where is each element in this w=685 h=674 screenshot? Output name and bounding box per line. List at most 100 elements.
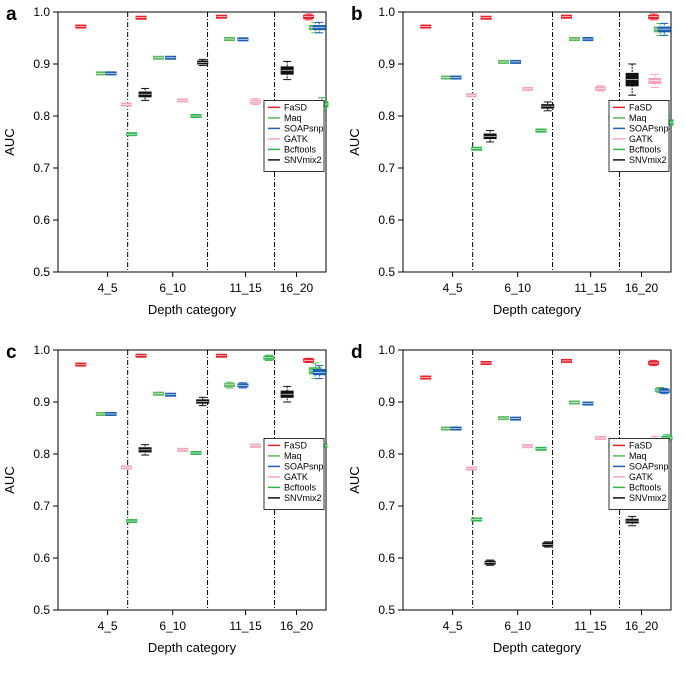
box-soapsnp-4_5	[105, 71, 117, 76]
box-soapsnp-11_15	[582, 36, 594, 42]
y-axis-title: AUC	[2, 466, 17, 493]
x-axis-title: Depth category	[148, 302, 237, 317]
box-soapsnp-6_10	[510, 59, 522, 64]
box-maq-11_15	[569, 400, 581, 405]
box-gatk-4_5	[465, 93, 477, 98]
y-tick-label: 0.6	[33, 551, 50, 565]
legend-label: SNVmix2	[629, 155, 667, 165]
box-soapsnp-4_5	[450, 426, 462, 431]
box-soapsnp-6_10	[510, 416, 522, 421]
y-axis: 0.5 0.6 0.7 0.8 0.9 1.0	[378, 343, 403, 617]
box-gatk-6_10	[177, 98, 189, 103]
box-snvmix2-4_5	[483, 130, 497, 143]
box-soapsnp-4_5	[450, 75, 462, 80]
legend-label: Bcftools	[629, 482, 662, 492]
box-gatk-11_15	[250, 443, 262, 448]
panel-label: d	[351, 342, 363, 363]
y-tick-label: 0.6	[33, 213, 50, 227]
box-snvmix2-6_10	[542, 541, 554, 548]
plot-frame	[57, 349, 327, 611]
box-soapsnp-16_20	[312, 21, 326, 34]
box-snvmix2-11_15	[625, 63, 639, 96]
y-axis: 0.5 0.6 0.7 0.8 0.9 1.0	[33, 343, 58, 617]
box-series	[420, 13, 674, 151]
box-soapsnp-16_20	[312, 365, 326, 380]
box-fasd-11_15	[560, 358, 572, 363]
y-tick-label: 0.5	[33, 265, 50, 279]
box-soapsnp-4_5	[105, 411, 117, 416]
box-gatk-6_10	[522, 444, 534, 449]
panel-label: c	[6, 342, 17, 363]
box-bcftools-6_10	[190, 450, 202, 455]
box-fasd-16_20	[648, 13, 660, 21]
y-tick-label: 0.5	[33, 603, 50, 617]
y-tick-label: 0.8	[378, 109, 395, 123]
box-snvmix2-11_15	[280, 60, 294, 81]
box-bcftools-4_5	[126, 519, 138, 524]
y-tick-label: 1.0	[378, 343, 395, 357]
box-fasd-6_10	[480, 15, 492, 20]
legend-label: SNVmix2	[629, 493, 667, 503]
x-tick-label: 6_10	[159, 619, 186, 633]
box-fasd-4_5	[420, 375, 432, 380]
box-soapsnp-11_15	[237, 382, 249, 389]
box-bcftools-6_10	[535, 446, 547, 451]
panel-label: a	[6, 4, 17, 25]
legend-label: GATK	[284, 134, 308, 144]
box-fasd-16_20	[303, 357, 315, 363]
plot-frame	[57, 11, 327, 273]
box-fasd-4_5	[420, 24, 432, 29]
x-tick-label: 4_5	[443, 281, 463, 295]
box-fasd-11_15	[560, 14, 572, 19]
x-tick-label: 11_15	[574, 281, 607, 295]
box-fasd-4_5	[75, 362, 87, 367]
chart-panel-a: a 0.5 0.6 0.7 0.8 0.9 1.0 AUC 4_5 6_10 11_15 16_20 D…	[2, 4, 329, 317]
x-axis: 4_5 6_10 11_15 16_20	[443, 610, 659, 633]
box-snvmix2-6_10	[196, 396, 210, 407]
panel-label: b	[351, 4, 363, 25]
box-gatk-11_15	[595, 85, 607, 92]
box-gatk-6_10	[522, 86, 534, 91]
box-gatk-4_5	[120, 465, 132, 470]
box-bcftools-6_10	[535, 128, 547, 133]
box-snvmix2-6_10	[541, 101, 555, 112]
y-tick-label: 1.0	[378, 5, 395, 19]
legend-label: SOAPsnp	[629, 123, 669, 133]
box-snvmix2-11_15	[625, 515, 639, 527]
x-axis-title: Depth category	[148, 640, 237, 655]
y-tick-label: 0.7	[33, 161, 50, 175]
box-fasd-6_10	[135, 353, 147, 358]
box-maq-6_10	[153, 391, 164, 396]
y-tick-label: 1.0	[33, 343, 50, 357]
legend-label: GATK	[629, 134, 653, 144]
y-tick-label: 0.9	[33, 57, 50, 71]
x-tick-label: 4_5	[98, 619, 118, 633]
y-tick-label: 0.8	[378, 447, 395, 461]
box-soapsnp-6_10	[165, 392, 177, 397]
box-soapsnp-11_15	[237, 37, 249, 42]
plot-frame	[402, 11, 672, 273]
box-gatk-11_15	[250, 98, 262, 106]
box-bcftools-4_5	[471, 146, 483, 151]
y-tick-label: 0.9	[378, 57, 395, 71]
y-tick-label: 0.7	[378, 161, 395, 175]
y-tick-label: 0.7	[378, 499, 395, 513]
legend-label: SOAPsnp	[629, 461, 669, 471]
box-maq-4_5	[95, 71, 107, 76]
y-tick-label: 0.5	[378, 603, 395, 617]
legend-label: FaSD	[629, 102, 653, 112]
x-axis-title: Depth category	[493, 640, 582, 655]
y-axis-title: AUC	[347, 466, 362, 493]
box-soapsnp-16_20	[658, 387, 670, 395]
y-axis: 0.5 0.6 0.7 0.8 0.9 1.0	[378, 5, 403, 279]
y-tick-label: 0.7	[33, 499, 50, 513]
legend-label: Maq	[629, 451, 647, 461]
box-maq-4_5	[95, 411, 107, 416]
legend-label: SNVmix2	[284, 493, 322, 503]
legend-label: Maq	[629, 113, 647, 123]
box-bcftools-11_15	[263, 354, 275, 361]
x-tick-label: 4_5	[443, 619, 463, 633]
y-tick-label: 0.8	[33, 109, 50, 123]
box-maq-6_10	[153, 55, 164, 60]
